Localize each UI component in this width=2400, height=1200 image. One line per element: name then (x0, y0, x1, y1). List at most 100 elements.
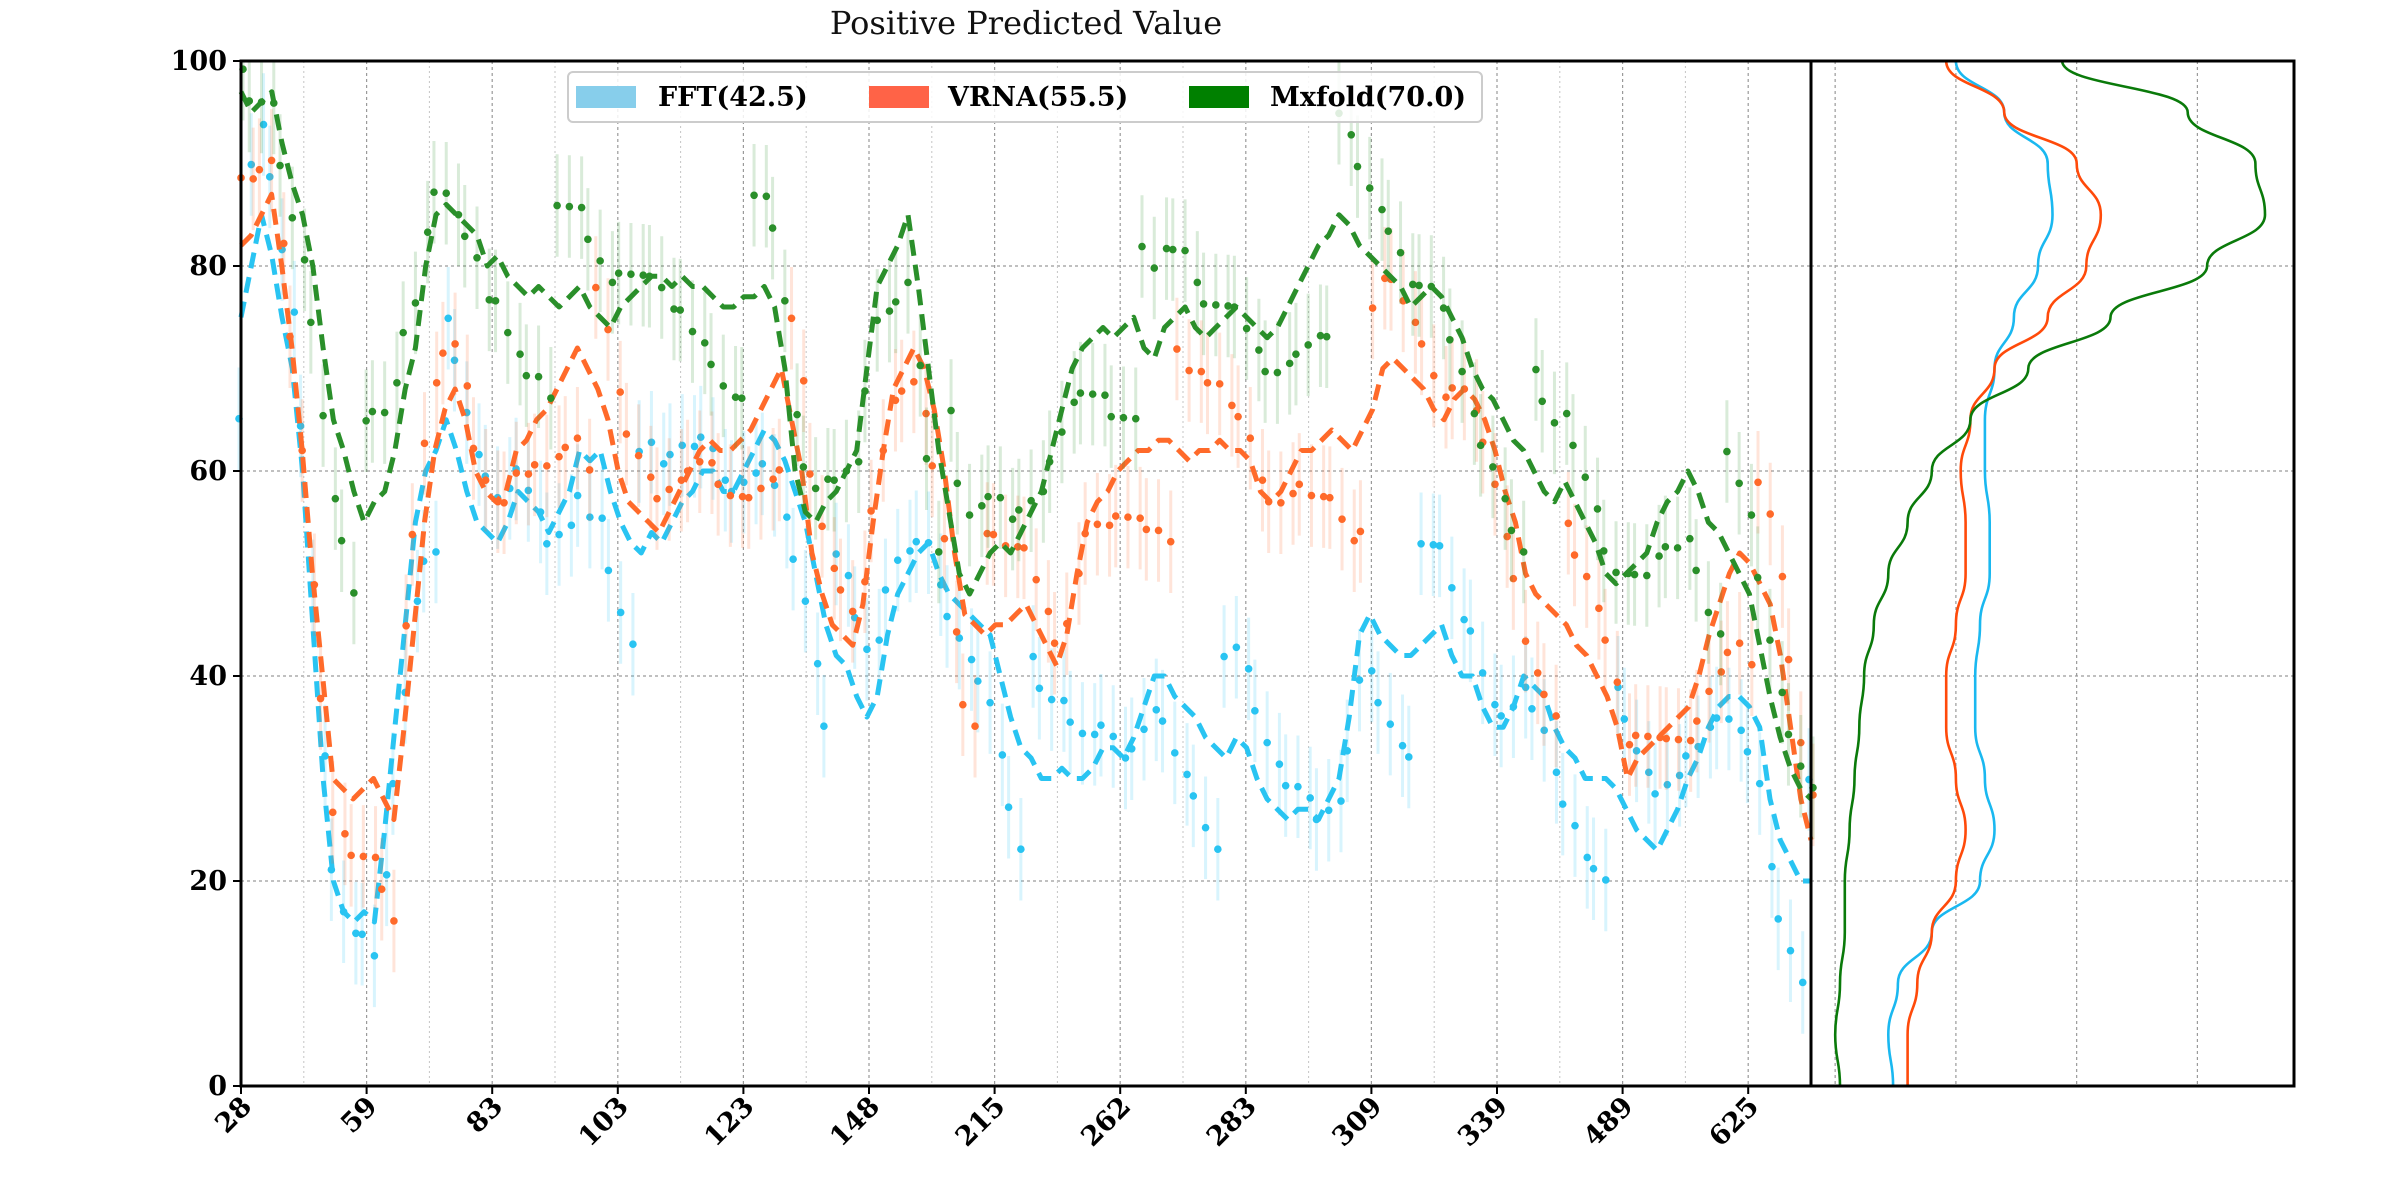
data-point (1060, 696, 1068, 705)
data-point (1601, 876, 1610, 884)
data-point (955, 634, 964, 642)
data-point (714, 480, 722, 489)
data-point (912, 537, 921, 546)
data-point (1460, 615, 1468, 624)
data-point (616, 388, 625, 396)
data-point (584, 235, 592, 244)
data-point (996, 493, 1005, 502)
data-point (775, 466, 784, 474)
data-point (1367, 667, 1376, 675)
data-point (1035, 684, 1044, 693)
data-point (362, 416, 370, 425)
data-point (1631, 731, 1640, 740)
data-point (1032, 575, 1040, 584)
data-point (983, 529, 992, 538)
data-point (1111, 512, 1120, 520)
data-point (813, 659, 822, 668)
data-point (1088, 390, 1097, 398)
x-tick-label: 625 (1703, 1091, 1765, 1153)
data-point (1140, 725, 1148, 734)
data-point (1212, 301, 1220, 309)
data-point (934, 548, 943, 556)
data-point (1199, 300, 1208, 308)
data-point (1796, 762, 1805, 770)
data-point (1583, 853, 1592, 862)
density-series-layer (1833, 60, 2267, 1087)
data-point (806, 470, 814, 478)
data-point (688, 327, 697, 336)
data-point (1766, 636, 1774, 644)
data-point (1582, 572, 1591, 581)
data-point (1723, 648, 1732, 657)
data-point (573, 491, 582, 500)
data-point (1378, 205, 1386, 214)
data-point (460, 232, 469, 241)
data-point (475, 450, 483, 459)
data-point (296, 422, 305, 430)
data-point (768, 224, 777, 232)
data-point (1784, 730, 1793, 739)
data-point (290, 308, 299, 316)
data-point (1093, 520, 1102, 529)
data-point (910, 378, 918, 386)
data-point (1663, 780, 1672, 789)
data-point (844, 571, 853, 580)
data-point (922, 409, 930, 418)
data-point (450, 356, 459, 365)
data-point (1655, 552, 1663, 560)
data-point (1381, 274, 1389, 283)
data-point (1704, 608, 1713, 617)
data-point (411, 299, 420, 307)
data-point (265, 173, 274, 181)
data-point (881, 586, 890, 594)
data-point (974, 677, 982, 685)
data-point (830, 564, 839, 573)
data-point (1478, 669, 1487, 677)
data-point (762, 192, 771, 201)
data-point (1124, 513, 1132, 521)
data-point (553, 201, 561, 210)
data-point (1136, 514, 1144, 522)
data-point (1228, 401, 1236, 410)
data-point (916, 361, 925, 370)
y-tick-label: 80 (189, 251, 227, 282)
data-point (1275, 760, 1284, 768)
data-point (300, 256, 309, 264)
data-point (1662, 734, 1671, 743)
data-point (1466, 627, 1475, 635)
data-point (1673, 544, 1682, 552)
data-point (1651, 790, 1659, 798)
main-series-layer (235, 61, 1817, 1034)
data-point (708, 459, 716, 467)
data-point (1076, 389, 1085, 397)
data-point (1675, 771, 1684, 780)
data-point (1234, 412, 1242, 421)
data-point (555, 530, 563, 539)
data-point (259, 120, 268, 129)
data-point (577, 203, 586, 212)
data-point (1737, 726, 1745, 735)
data-point (543, 539, 551, 548)
data-point (824, 475, 832, 484)
data-point (634, 451, 643, 460)
data-point (1289, 489, 1297, 498)
data-point (1630, 570, 1639, 579)
data-point (337, 536, 346, 545)
data-point (646, 473, 655, 481)
data-point (614, 269, 623, 277)
data-point (818, 522, 826, 531)
data-point (516, 350, 524, 358)
data-point (891, 298, 900, 306)
data-point (1173, 345, 1181, 353)
data-point (1470, 409, 1479, 418)
data-point (1768, 862, 1776, 871)
data-point (1564, 519, 1573, 528)
data-point (1398, 741, 1407, 750)
x-tick-label: 262 (1075, 1091, 1137, 1153)
data-point (1571, 821, 1579, 830)
data-point (439, 349, 447, 357)
data-point (1015, 506, 1023, 514)
density-plot-frame (1809, 59, 2296, 1088)
data-point (1304, 341, 1312, 349)
